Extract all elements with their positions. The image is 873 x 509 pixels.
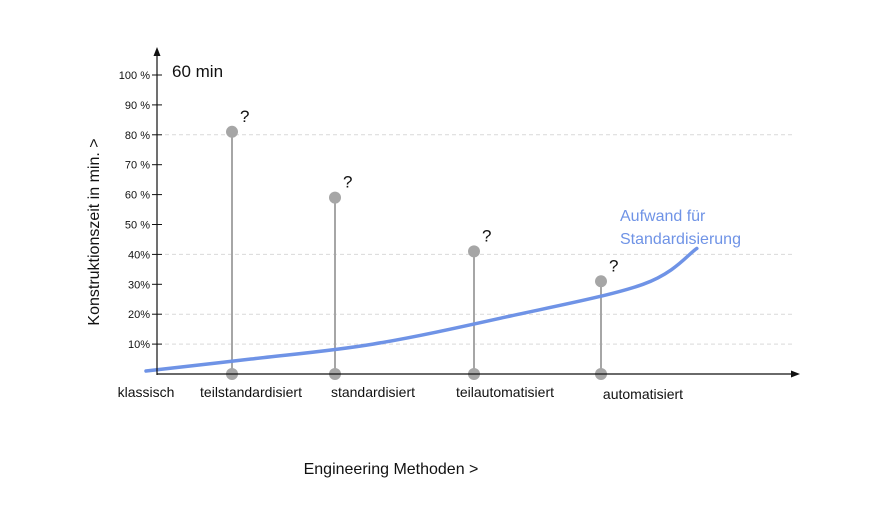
y-ticks: 100 % 90 % 80 % 70 % 60 % 50 % 40% 30% 20% 10%: [119, 70, 162, 351]
stem-top-point: [226, 125, 238, 138]
standardization-curve: Aufwand für Standardisierung: [144, 208, 741, 373]
y-tick-label: 30%: [128, 279, 150, 291]
curve-label: Standardisierung: [620, 231, 741, 248]
y-tick-label: 90 %: [125, 100, 150, 112]
y-tick-label: 50 %: [125, 220, 150, 232]
category-label: automatisiert: [603, 386, 683, 402]
stem-question-mark: ?: [240, 107, 249, 126]
y-axis-arrow-icon: [153, 47, 161, 56]
top-note: 60 min: [172, 62, 223, 81]
y-tick-label: 100 %: [119, 70, 150, 82]
category-label: teilstandardisiert: [200, 384, 302, 400]
y-tick-label: 10%: [128, 339, 150, 351]
y-tick-label: 70 %: [125, 160, 150, 172]
stem-top-point: [329, 191, 341, 204]
curve-line: [144, 246, 699, 373]
labels: 60 min Engineering Methoden > Konstrukti…: [86, 62, 478, 478]
y-tick-label: 20%: [128, 309, 150, 321]
y-tick-label: 60 %: [125, 190, 150, 202]
stem-top-point: [595, 275, 607, 288]
category-label: teilautomatisiert: [456, 384, 554, 400]
x-axis-arrow-icon: [791, 370, 800, 378]
stem-question-mark: ?: [609, 256, 618, 275]
stem-top-point: [468, 245, 480, 258]
category-label: klassisch: [118, 384, 175, 400]
x-axis-title: Engineering Methoden >: [304, 461, 479, 478]
y-tick-label: 40%: [128, 249, 150, 261]
curve-label: Aufwand für: [620, 208, 706, 225]
stem-question-mark: ?: [343, 173, 352, 192]
y-tick-label: 80 %: [125, 130, 150, 142]
category-labels: klassisch teilstandardisiert standardisier…: [118, 384, 684, 402]
stems: ????: [226, 107, 618, 380]
category-label: standardisiert: [331, 384, 415, 400]
y-axis-title: Konstruktionszeit in min. >: [86, 138, 103, 325]
axes: [153, 47, 800, 378]
stem-question-mark: ?: [482, 226, 491, 245]
